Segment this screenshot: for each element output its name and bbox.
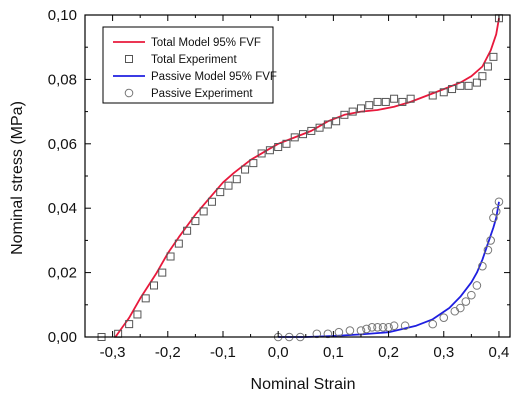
passive-experiment-point xyxy=(356,326,366,335)
passive-experiment-point xyxy=(428,319,438,329)
y-tick-label: 0,08 xyxy=(48,71,77,88)
total-experiment-point xyxy=(489,52,498,61)
passive-experiment-point xyxy=(478,261,487,271)
y-tick-label: 0,02 xyxy=(48,265,77,282)
total-experiment-point xyxy=(232,175,241,184)
total-experiment-point xyxy=(332,117,341,126)
x-tick-label: -0,2 xyxy=(155,344,181,361)
total-experiment-point xyxy=(174,239,183,248)
x-tick-label: 0,4 xyxy=(489,344,510,361)
passive-experiment-point xyxy=(486,236,495,245)
total-experiment-point xyxy=(348,107,357,116)
legend: Total Model 95% FVF Total Experiment Passi… xyxy=(102,26,277,104)
total-experiment-point xyxy=(478,72,487,81)
y-axis-title: Nominal stress (MPa) xyxy=(9,101,26,255)
total-experiment-point xyxy=(323,120,332,129)
total-experiment-point xyxy=(199,207,208,216)
total-experiment-point xyxy=(472,78,481,87)
total-experiment-point xyxy=(224,181,233,190)
total-experiment-point xyxy=(483,62,492,71)
total-experiment-point xyxy=(356,104,365,113)
y-tick-label: 0,10 xyxy=(48,7,77,24)
total-experiment-point xyxy=(299,130,308,139)
passive-experiment-point xyxy=(367,323,377,332)
passive-experiment-point xyxy=(450,306,460,316)
total-experiment-point xyxy=(257,149,266,158)
total-experiment-point xyxy=(340,110,349,119)
legend-label-passive-experiment: Passive Experiment xyxy=(151,88,253,100)
total-experiment-point xyxy=(307,126,316,135)
total-experiment-point xyxy=(216,188,225,197)
passive-experiment-point xyxy=(389,321,399,331)
total-experiment-point xyxy=(183,226,192,235)
total-experiment-point xyxy=(191,217,200,226)
legend-swatch-total-experiment xyxy=(125,55,133,63)
x-tick-label: 0,0 xyxy=(268,344,289,361)
x-axis-title: Nominal Strain xyxy=(251,376,356,393)
x-tick-label: 0,3 xyxy=(433,344,454,361)
total-experiment-point xyxy=(315,123,324,132)
total-experiment-point xyxy=(398,97,407,106)
passive-experiment-point xyxy=(378,323,388,332)
total-experiment-point xyxy=(125,320,134,329)
total-experiment-point xyxy=(456,81,465,90)
passive-experiment-point xyxy=(472,281,482,290)
y-tick-label: 0,06 xyxy=(48,136,77,153)
total-experiment-point xyxy=(133,310,142,319)
legend-label-total-model-95-fvf: Total Model 95% FVF xyxy=(151,37,261,49)
passive-experiment-point xyxy=(373,323,382,332)
total-experiment-point xyxy=(282,139,291,148)
x-tick-label: -0,3 xyxy=(100,344,126,361)
passive-experiment-point xyxy=(461,297,471,306)
passive-experiment-point xyxy=(345,326,355,335)
total-experiment-point xyxy=(249,159,258,168)
plot-area xyxy=(97,14,504,342)
total-experiment-point xyxy=(390,94,399,103)
passive-experiment-point xyxy=(439,313,449,322)
passive-experiment-point xyxy=(467,290,476,300)
total-experiment-point xyxy=(381,97,390,106)
y-tick-label: 0,04 xyxy=(48,200,77,217)
passive-experiment-point xyxy=(483,245,493,255)
total-experiment-point xyxy=(241,165,250,174)
legend-swatch-passive-experiment xyxy=(124,88,134,98)
passive-model-95-fvf-line xyxy=(278,201,500,338)
total-experiment-point xyxy=(448,85,457,94)
passive-experiment-point xyxy=(491,207,501,216)
x-tick-label: -0,1 xyxy=(210,344,236,361)
passive-experiment-point xyxy=(494,197,504,207)
legend-label-passive-model-95-fvf: Passive Model 95% FVF xyxy=(151,71,277,83)
passive-experiment-point xyxy=(334,327,344,337)
total-experiment-point xyxy=(439,88,448,97)
total-experiment-point xyxy=(265,146,274,155)
total-experiment-point xyxy=(464,81,473,90)
passive-experiment-point xyxy=(362,324,371,334)
total-experiment-point xyxy=(158,268,167,277)
total-experiment-point xyxy=(141,294,150,303)
total-experiment-point xyxy=(365,101,374,110)
total-experiment-point xyxy=(149,281,158,290)
total-experiment-point xyxy=(406,94,415,103)
passive-experiment-point xyxy=(456,303,465,313)
total-experiment-point xyxy=(274,143,283,152)
total-experiment-point xyxy=(290,133,299,142)
total-experiment-point xyxy=(166,252,175,261)
passive-experiment-point xyxy=(400,321,410,331)
total-experiment-point xyxy=(207,197,216,206)
axes: -0,3 -0,2 -0,1 0,0 0,1 0,2 0,3 0,4 0,00 0,02 0,04 0… xyxy=(48,7,511,361)
passive-experiment-point xyxy=(384,323,393,332)
legend-label-total-experiment: Total Experiment xyxy=(151,54,237,66)
x-tick-label: 0,1 xyxy=(323,344,344,361)
x-tick-label: 0,2 xyxy=(378,344,399,361)
y-tick-label: 0,00 xyxy=(48,329,77,346)
total-experiment-point xyxy=(428,91,437,100)
total-experiment-point xyxy=(373,97,382,106)
